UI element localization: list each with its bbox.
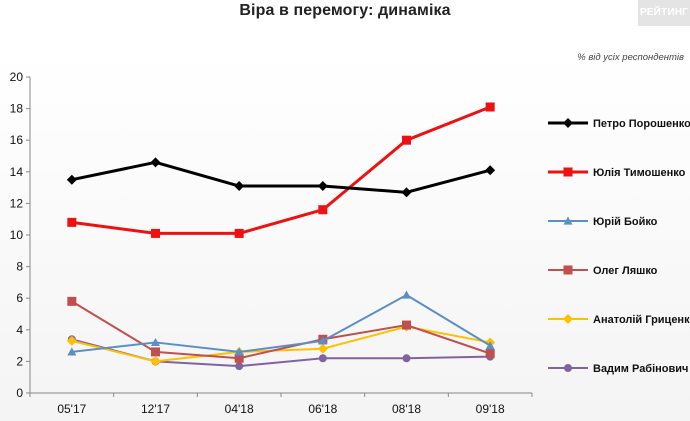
series-0-point (401, 187, 412, 198)
series-5-point (402, 354, 411, 363)
series-line-2 (71, 294, 491, 353)
y-tick-label: 4 (16, 323, 23, 337)
series-5-point (318, 354, 327, 363)
series-1-point (234, 228, 244, 238)
series-2-point (151, 337, 160, 347)
series-2-point (234, 347, 244, 356)
legend-marker-1 (563, 167, 573, 177)
series-0-point (485, 165, 496, 176)
legend-label-5: Вадим Рабінович (593, 363, 688, 375)
series-2-point (67, 347, 77, 356)
series-2-point (318, 336, 328, 345)
legend-label-1: Юлія Тимошенко (593, 167, 686, 179)
series-line-5 (71, 338, 491, 368)
y-tick-label: 10 (10, 228, 24, 242)
y-tick-label: 18 (10, 102, 24, 116)
series-4-point (317, 343, 328, 354)
series-0-point (234, 181, 245, 192)
legend-marker-3 (563, 265, 573, 275)
series-1-point (402, 135, 411, 145)
series-3-point (485, 349, 495, 358)
series-0-point (66, 174, 77, 185)
y-tick-label: 16 (10, 133, 24, 147)
legend-label-3: Олег Ляшко (593, 265, 658, 277)
x-tick-label: 12'17 (141, 402, 170, 416)
series-2-point (402, 290, 411, 299)
series-3-point (67, 296, 77, 306)
legend-label-2: Юрій Бойко (593, 216, 658, 228)
legend-marker-2 (563, 216, 573, 225)
chart-title: Віра в перемогу: динаміка (239, 2, 451, 19)
x-tick-label: 06'18 (308, 402, 337, 416)
y-tick-label: 0 (16, 386, 23, 400)
series-0-point (150, 157, 161, 168)
series-3-point (234, 353, 244, 363)
series-4-point (150, 356, 161, 367)
x-tick-label: 08'18 (392, 402, 421, 416)
legend-marker-0 (563, 118, 573, 128)
y-tick-label: 2 (16, 354, 23, 368)
series-1-point (67, 217, 77, 227)
series-3-point (151, 347, 160, 357)
series-3-point (402, 320, 411, 330)
chart-subtitle: % від усіх респондентів (577, 52, 684, 63)
x-tick-label: 04'18 (225, 402, 254, 416)
series-line-0 (71, 160, 491, 194)
y-tick-label: 14 (10, 165, 24, 179)
legend-label-0: Петро Порошенко (593, 118, 690, 130)
y-tick-label: 6 (16, 291, 23, 305)
series-1-point (485, 102, 495, 112)
x-tick-label: 09'18 (476, 402, 505, 416)
y-tick-label: 12 (10, 196, 24, 210)
y-tick-label: 8 (16, 260, 23, 274)
series-5-point (235, 362, 244, 371)
legend-marker-5 (564, 364, 572, 372)
x-tick-label: 05'17 (57, 402, 86, 416)
legend-marker-4 (563, 314, 573, 324)
series-1-point (151, 228, 160, 238)
series-4-point (66, 335, 77, 346)
y-tick-label: 20 (10, 70, 24, 84)
series-0-point (317, 181, 328, 192)
series-1-point (318, 205, 328, 215)
series-line-1 (71, 105, 491, 235)
series-2-point (485, 341, 495, 350)
legend-label-4: Анатолій Гриценко (593, 314, 690, 326)
rating-logo: РЕЙТИНГ (638, 0, 690, 26)
